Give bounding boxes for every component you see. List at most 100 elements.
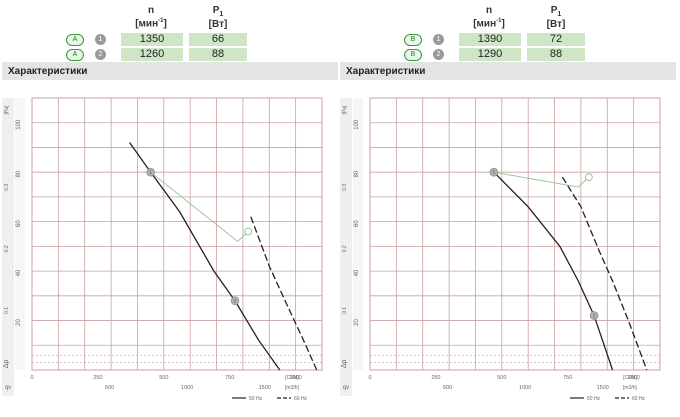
- section-title: Характеристики: [8, 66, 88, 77]
- y-axis-unit: [Pa]: [342, 105, 348, 115]
- x-tick-label: 250: [431, 375, 440, 381]
- series-line-60hz: [250, 216, 318, 371]
- operating-point-marker: [230, 296, 240, 306]
- header-n-label: n: [147, 5, 155, 16]
- x2-tick-label: 1500: [597, 385, 609, 391]
- table-row: B 1 1390 72: [340, 33, 676, 46]
- speed-value: 1350: [121, 33, 183, 46]
- x2-axis-unit: [m3/h]: [285, 385, 300, 391]
- x2-tick-label: 500: [105, 385, 114, 391]
- leader-label-marker: [244, 227, 253, 236]
- variant-badge: B: [404, 49, 422, 61]
- table-row: A 1 1350 66: [2, 33, 338, 46]
- axis-label-strip: [2, 98, 14, 396]
- header-p-label: P1: [550, 5, 562, 19]
- power-value: 66: [189, 33, 247, 46]
- plot-frame: [31, 97, 323, 371]
- table-row: A 2 1260 88: [2, 48, 338, 61]
- operating-point-label: 1: [149, 170, 152, 176]
- x-tick-label: 0: [368, 375, 371, 381]
- variant-badge: A: [66, 49, 84, 61]
- header-n-unit: [мин-1]: [135, 18, 167, 30]
- power-value: 88: [527, 48, 585, 61]
- y-axis-symbol: Δp: [341, 360, 348, 369]
- x-tick-label: 250: [93, 375, 102, 381]
- legend-label-60hz: 60 Hz: [294, 396, 308, 402]
- x2-tick-label: 1000: [519, 385, 531, 391]
- x-tick-label: 1000: [290, 375, 302, 381]
- y2-tick-label: 0.1: [342, 307, 348, 314]
- axis-label-strip: [340, 98, 352, 396]
- header-n-unit: [мин-1]: [473, 18, 505, 30]
- header-p: P1 [Вт]: [187, 6, 249, 30]
- x-tick-label: 0: [30, 375, 33, 381]
- legend-label-50hz: 50 Hz: [587, 396, 601, 402]
- y2-tick-label: 0.1: [4, 307, 10, 314]
- y-tick-label: 40: [354, 269, 360, 276]
- curve-number-badge: 2: [433, 49, 444, 60]
- x-tick-label: 500: [497, 375, 506, 381]
- y-tick-label: 100: [354, 119, 360, 130]
- curve-number-badge: 1: [95, 34, 106, 45]
- power-value: 72: [527, 33, 585, 46]
- header-n: n [мин-1]: [120, 6, 182, 29]
- y-tick-label: 80: [16, 170, 22, 177]
- operating-point-marker: [589, 311, 599, 320]
- operating-point-marker: [489, 167, 499, 177]
- x-tick-label: 500: [159, 375, 168, 381]
- header-p-unit: [Вт]: [208, 19, 228, 30]
- y-tick-label: 100: [16, 119, 22, 130]
- panel-b: n [мин-1] P1 [Вт] B 1 1390 72 B 2 1290 8…: [340, 0, 676, 417]
- section-bar: Характеристики: [340, 62, 676, 80]
- x-axis-symbol: qv: [343, 385, 349, 391]
- leader-line: [493, 171, 590, 188]
- y-axis-unit: [Pa]: [4, 105, 10, 115]
- y-tick-label: 40: [16, 269, 22, 276]
- series-line-50hz: [493, 171, 614, 371]
- header-n: n [мин-1]: [458, 6, 520, 29]
- x2-tick-label: 1000: [181, 385, 193, 391]
- variant-badge: A: [66, 34, 84, 46]
- curve-number-badge: 1: [433, 34, 444, 45]
- header-n-label: n: [485, 5, 493, 16]
- y-tick-label: 20: [354, 319, 360, 326]
- variant-badge: B: [404, 34, 422, 46]
- section-bar: Характеристики: [2, 62, 338, 80]
- y2-tick-label: 0.3: [4, 184, 10, 191]
- speed-value: 1390: [459, 33, 521, 46]
- y2-tick-label: 0.2: [342, 245, 348, 252]
- legend-label-50hz: 50 Hz: [249, 396, 263, 402]
- x-tick-label: 750: [563, 375, 572, 381]
- speed-value: 1260: [121, 48, 183, 61]
- section-title: Характеристики: [346, 66, 426, 77]
- x-tick-label: 1000: [628, 375, 640, 381]
- x2-axis-unit: [m3/h]: [623, 385, 638, 391]
- power-value: 88: [189, 48, 247, 61]
- operating-point-label: 2: [234, 299, 237, 305]
- x-axis-unit: [CFM]: [623, 375, 637, 381]
- table-row: B 2 1290 88: [340, 48, 676, 61]
- axis-label-strip: [15, 98, 25, 370]
- x-axis-symbol: qv: [5, 385, 11, 391]
- legend-label-60hz: 60 Hz: [632, 396, 646, 402]
- curve-number-badge: 2: [95, 49, 106, 60]
- axis-label-strip: [353, 98, 363, 370]
- speed-value: 1290: [459, 48, 521, 61]
- operating-point-label: 1: [493, 170, 496, 176]
- y-tick-label: 80: [354, 170, 360, 177]
- y-tick-label: 60: [16, 220, 22, 227]
- y-tick-label: 60: [354, 220, 360, 227]
- y2-tick-label: 0.2: [4, 245, 10, 252]
- x2-tick-label: 500: [443, 385, 452, 391]
- header-p: P1 [Вт]: [525, 6, 587, 30]
- y-axis-symbol: Δp: [3, 360, 10, 369]
- y-tick-label: 20: [16, 319, 22, 326]
- leader-label-marker: [584, 173, 593, 182]
- header-p-label: P1: [212, 5, 224, 19]
- operating-point-marker: [146, 167, 155, 177]
- y2-tick-label: 0.3: [342, 184, 348, 191]
- panel-a: n [мин-1] P1 [Вт] A 1 1350 66 A 2 1260 8…: [2, 0, 338, 417]
- x-axis-unit: [CFM]: [285, 375, 299, 381]
